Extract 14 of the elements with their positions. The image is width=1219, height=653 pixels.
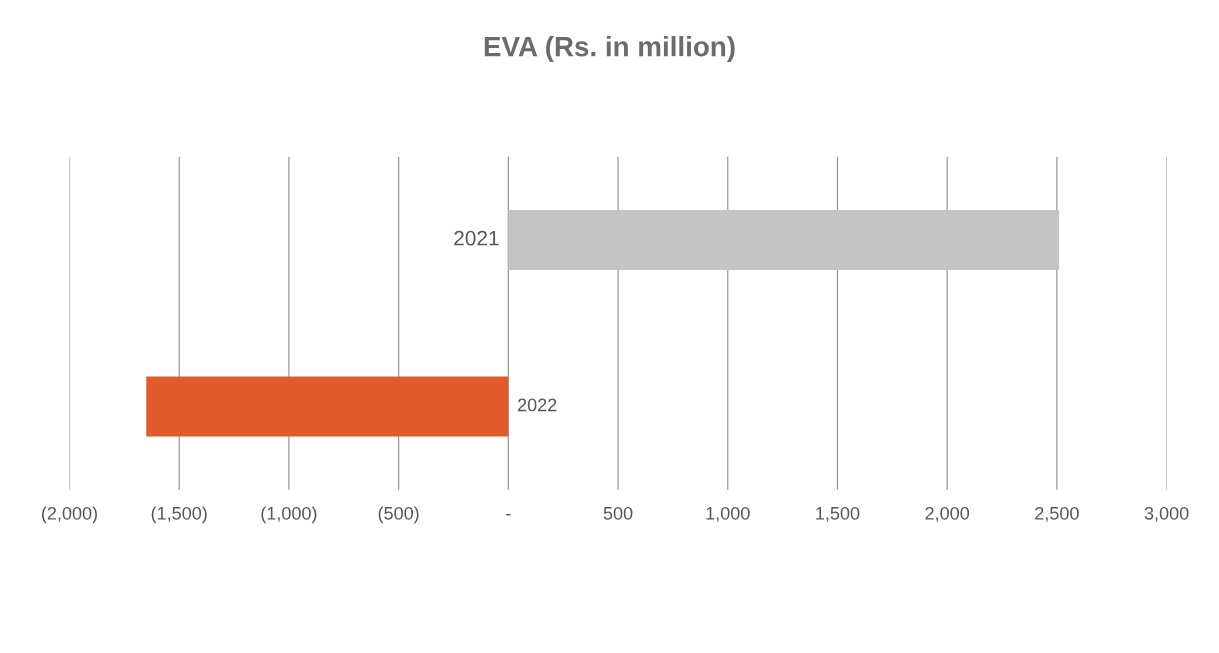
x-tick-label: - xyxy=(506,514,511,516)
y-tick-label: 2021 xyxy=(454,230,499,246)
x-tick-label: 3,000 xyxy=(1144,506,1189,522)
x-tick-label: 500 xyxy=(603,506,633,520)
x-tick-label: (1,500) xyxy=(151,506,207,524)
y-tick-label: 2022 xyxy=(518,398,557,412)
x-tick-label: 2,500 xyxy=(1035,506,1079,522)
x-tick-label: (500) xyxy=(378,506,419,524)
x-tick-label: (1,000) xyxy=(261,506,317,524)
chart-title: EVA (Rs. in million) xyxy=(484,36,735,62)
x-tick-label: (2,000) xyxy=(42,506,97,524)
x-tick-label: 1,000 xyxy=(706,506,750,522)
x-tick-label: 1,500 xyxy=(816,506,860,522)
x-tick-label: 2,000 xyxy=(925,506,970,522)
